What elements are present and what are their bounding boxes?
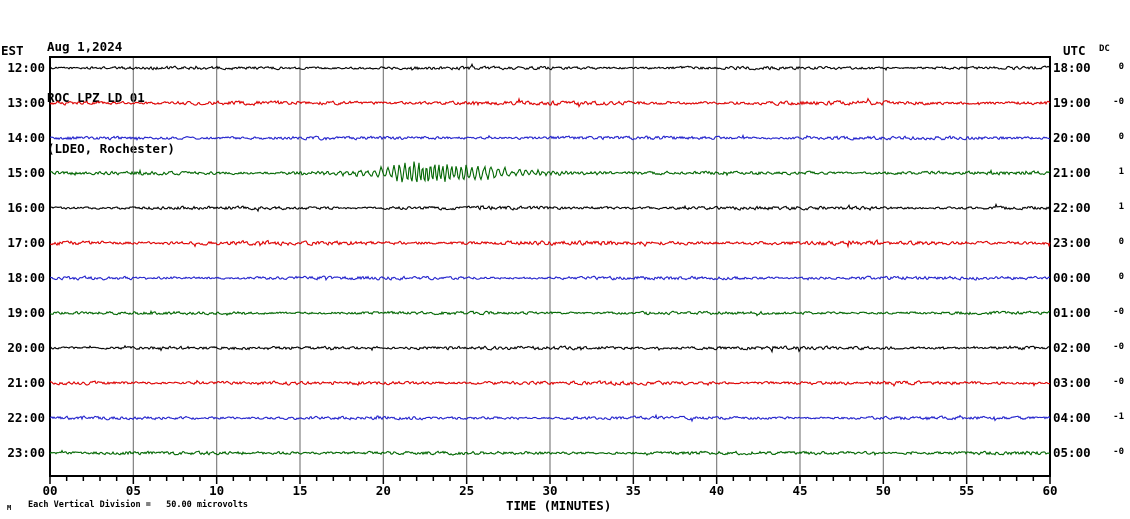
title-date: Aug 1,2024 [47,39,123,54]
est-time-label: 13:00 [7,95,45,110]
est-time-label: 16:00 [7,200,45,215]
utc-time-label: 03:00 [1053,375,1091,390]
trace-row-2100 [49,379,1051,388]
dc-offset-value: -0 [1113,447,1124,457]
trace-row-1500 [49,161,1051,183]
dc-offset-value: 0 [1118,62,1124,72]
dc-offset-value: -0 [1113,307,1124,317]
trace-row-2200 [49,413,1051,423]
est-time-label: 12:00 [7,60,45,75]
utc-time-label: 21:00 [1053,165,1091,180]
corner-marker-glyph: M [7,504,12,512]
x-tick-label-45: 45 [792,483,808,498]
est-time-label: 14:00 [7,130,45,145]
x-axis-title: TIME (MINUTES) [506,498,612,513]
utc-time-label: 01:00 [1053,305,1091,320]
est-time-label: 20:00 [7,340,45,355]
x-tick-label-30: 30 [542,483,558,498]
title-network: (LDEO, Rochester) [47,141,175,156]
trace-row-1900 [49,309,1051,317]
title-block: Aug 1,2024 ROC LPZ LD 01 (LDEO, Rocheste… [47,2,175,193]
x-tick-label-05: 05 [125,483,141,498]
dc-offset-value: 0 [1118,272,1124,282]
est-time-label: 22:00 [7,410,45,425]
est-time-label: 17:00 [7,235,45,250]
trace-row-1300 [49,96,1051,109]
vertical-scale-note: Each Vertical Division = 50.00 microvolt… [28,500,249,510]
x-tick-label-40: 40 [709,483,725,498]
x-tick-label-35: 35 [625,483,641,498]
dc-offset-value: -0 [1113,342,1124,352]
trace-row-1800 [49,275,1051,282]
est-time-label: 21:00 [7,375,45,390]
utc-time-label: 04:00 [1053,410,1091,425]
dc-offset-value: 1 [1118,202,1124,212]
utc-time-label: 23:00 [1053,235,1091,250]
trace-row-1600 [49,202,1051,213]
dc-offset-value: -0 [1113,377,1124,387]
dc-offset-value: 1 [1118,167,1124,177]
dc-offset-value: 0 [1118,237,1124,247]
utc-time-label: 05:00 [1053,445,1091,460]
x-tick-label-10: 10 [209,483,225,498]
est-time-label: 15:00 [7,165,45,180]
trace-row-1200 [49,62,1051,72]
utc-time-label: 18:00 [1053,60,1091,75]
x-tick-label-00: 00 [42,483,58,498]
x-tick-label-50: 50 [875,483,891,498]
utc-time-label: 02:00 [1053,340,1091,355]
dc-offset-value: -1 [1113,412,1124,422]
est-time-label: 23:00 [7,445,45,460]
trace-row-2000 [49,344,1051,354]
right-axis-title-utc: UTC [1063,43,1086,58]
dc-offset-value: -0 [1113,97,1124,107]
dc-column-header: DC [1099,44,1110,54]
trace-row-2300 [49,449,1051,456]
x-tick-label-15: 15 [292,483,308,498]
utc-time-label: 20:00 [1053,130,1091,145]
utc-time-label: 00:00 [1053,270,1091,285]
trace-row-1400 [49,133,1051,141]
est-time-label: 18:00 [7,270,45,285]
x-tick-label-60: 60 [1042,483,1058,498]
utc-time-label: 19:00 [1053,95,1091,110]
x-tick-label-25: 25 [459,483,475,498]
x-tick-label-20: 20 [375,483,391,498]
utc-time-label: 22:00 [1053,200,1091,215]
left-axis-title-est: EST [1,43,24,58]
trace-row-1700 [49,239,1051,249]
est-time-label: 19:00 [7,305,45,320]
x-tick-label-55: 55 [959,483,975,498]
dc-offset-value: 0 [1118,132,1124,142]
